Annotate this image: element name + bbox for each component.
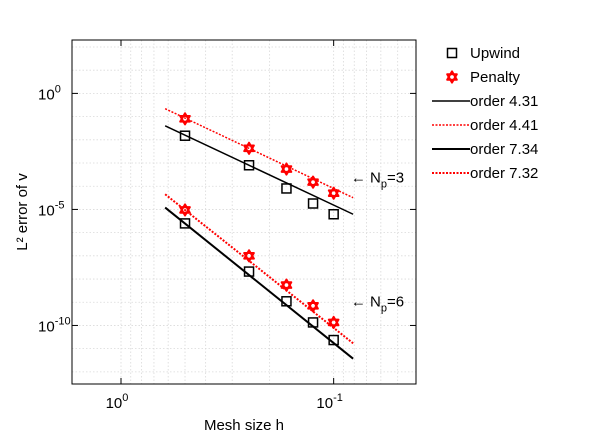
y-tick-label: 100 <box>38 83 61 103</box>
hexagram-part <box>243 249 255 260</box>
hexagram-part <box>307 302 319 313</box>
hexagram-part <box>327 189 340 200</box>
penalty-marker <box>307 299 319 313</box>
legend-label: Penalty <box>470 69 521 86</box>
penalty-marker <box>179 203 191 217</box>
axis-ticks: 100 10-1 100 10-5 10-10 <box>38 40 416 412</box>
penalty-marker <box>307 175 319 189</box>
legend-item: Penalty <box>446 69 521 86</box>
fit-line <box>164 193 354 345</box>
annotations: ← Np=3 ← Np=6 <box>351 169 404 314</box>
hexagram-part <box>179 115 191 126</box>
hexagram-part <box>243 141 255 153</box>
upwind-marker <box>307 317 319 328</box>
upwind-marker <box>307 198 319 209</box>
hexagram-part <box>327 315 340 327</box>
legend-item: Upwind <box>446 45 520 62</box>
fit-line <box>164 206 354 360</box>
upwind-marker <box>328 208 339 220</box>
upwind-marker <box>243 266 255 277</box>
legend-label: order 4.31 <box>470 93 538 110</box>
legend-label: order 7.34 <box>470 141 538 158</box>
x-axis-label: Mesh size h <box>204 417 284 434</box>
fit-line <box>164 125 354 215</box>
hexagram-part <box>179 206 191 217</box>
hexagram-part <box>446 70 458 81</box>
legend-square-icon <box>446 47 458 59</box>
penalty-marker <box>327 315 340 330</box>
legend-item: order 4.41 <box>432 117 538 134</box>
hexagram-part <box>307 178 319 189</box>
x-tick-label: 100 <box>106 392 129 412</box>
upwind-marker <box>179 218 191 229</box>
hexagram-part <box>243 252 255 263</box>
legend: Upwind Penalty order 4.31 order 4.41 order 7… <box>432 45 538 182</box>
y-tick-label: 10-5 <box>38 199 64 219</box>
hexagram-part <box>280 165 293 176</box>
legend-label: Upwind <box>470 45 520 62</box>
legend-hexagram-icon <box>446 70 458 84</box>
hexagram-part <box>280 281 293 292</box>
upwind-marker <box>328 334 339 346</box>
hexagram-part <box>327 318 340 330</box>
hexagram-part <box>179 112 191 123</box>
hexagram-part <box>307 175 319 186</box>
upwind-marker <box>281 296 292 307</box>
hexagram-part <box>327 186 340 197</box>
axis-titles: Mesh size h L² error of v <box>14 173 284 434</box>
hexagram-part <box>280 162 293 173</box>
upwind-marker <box>281 183 292 194</box>
penalty-marker <box>179 112 191 126</box>
annotation-np: ← Np=3 <box>351 169 404 190</box>
y-tick-label: 10-10 <box>38 315 71 335</box>
upwind-marker <box>243 160 255 171</box>
legend-item: order 7.34 <box>432 141 538 158</box>
legend-item: order 7.32 <box>432 165 538 182</box>
hexagram-part <box>280 278 293 289</box>
data-markers <box>179 112 340 346</box>
penalty-marker <box>243 141 255 155</box>
fit-line <box>164 107 354 199</box>
penalty-marker <box>280 162 293 176</box>
y-axis-label: L² error of v <box>14 173 31 251</box>
annotation-np: ← Np=6 <box>351 293 404 314</box>
legend-label: order 4.41 <box>470 117 538 134</box>
upwind-marker <box>179 130 191 141</box>
fit-lines <box>164 107 354 360</box>
x-tick-label: 10-1 <box>316 392 342 412</box>
penalty-marker <box>243 249 255 263</box>
hexagram-part <box>179 203 191 214</box>
penalty-marker <box>327 186 340 200</box>
plot-area-frame <box>71 39 417 385</box>
hexagram-part <box>307 299 319 310</box>
legend-item: order 4.31 <box>432 93 538 110</box>
penalty-marker <box>280 278 293 292</box>
hexagram-part <box>446 73 458 84</box>
hexagram-part <box>243 144 255 155</box>
legend-label: order 7.32 <box>470 165 538 182</box>
